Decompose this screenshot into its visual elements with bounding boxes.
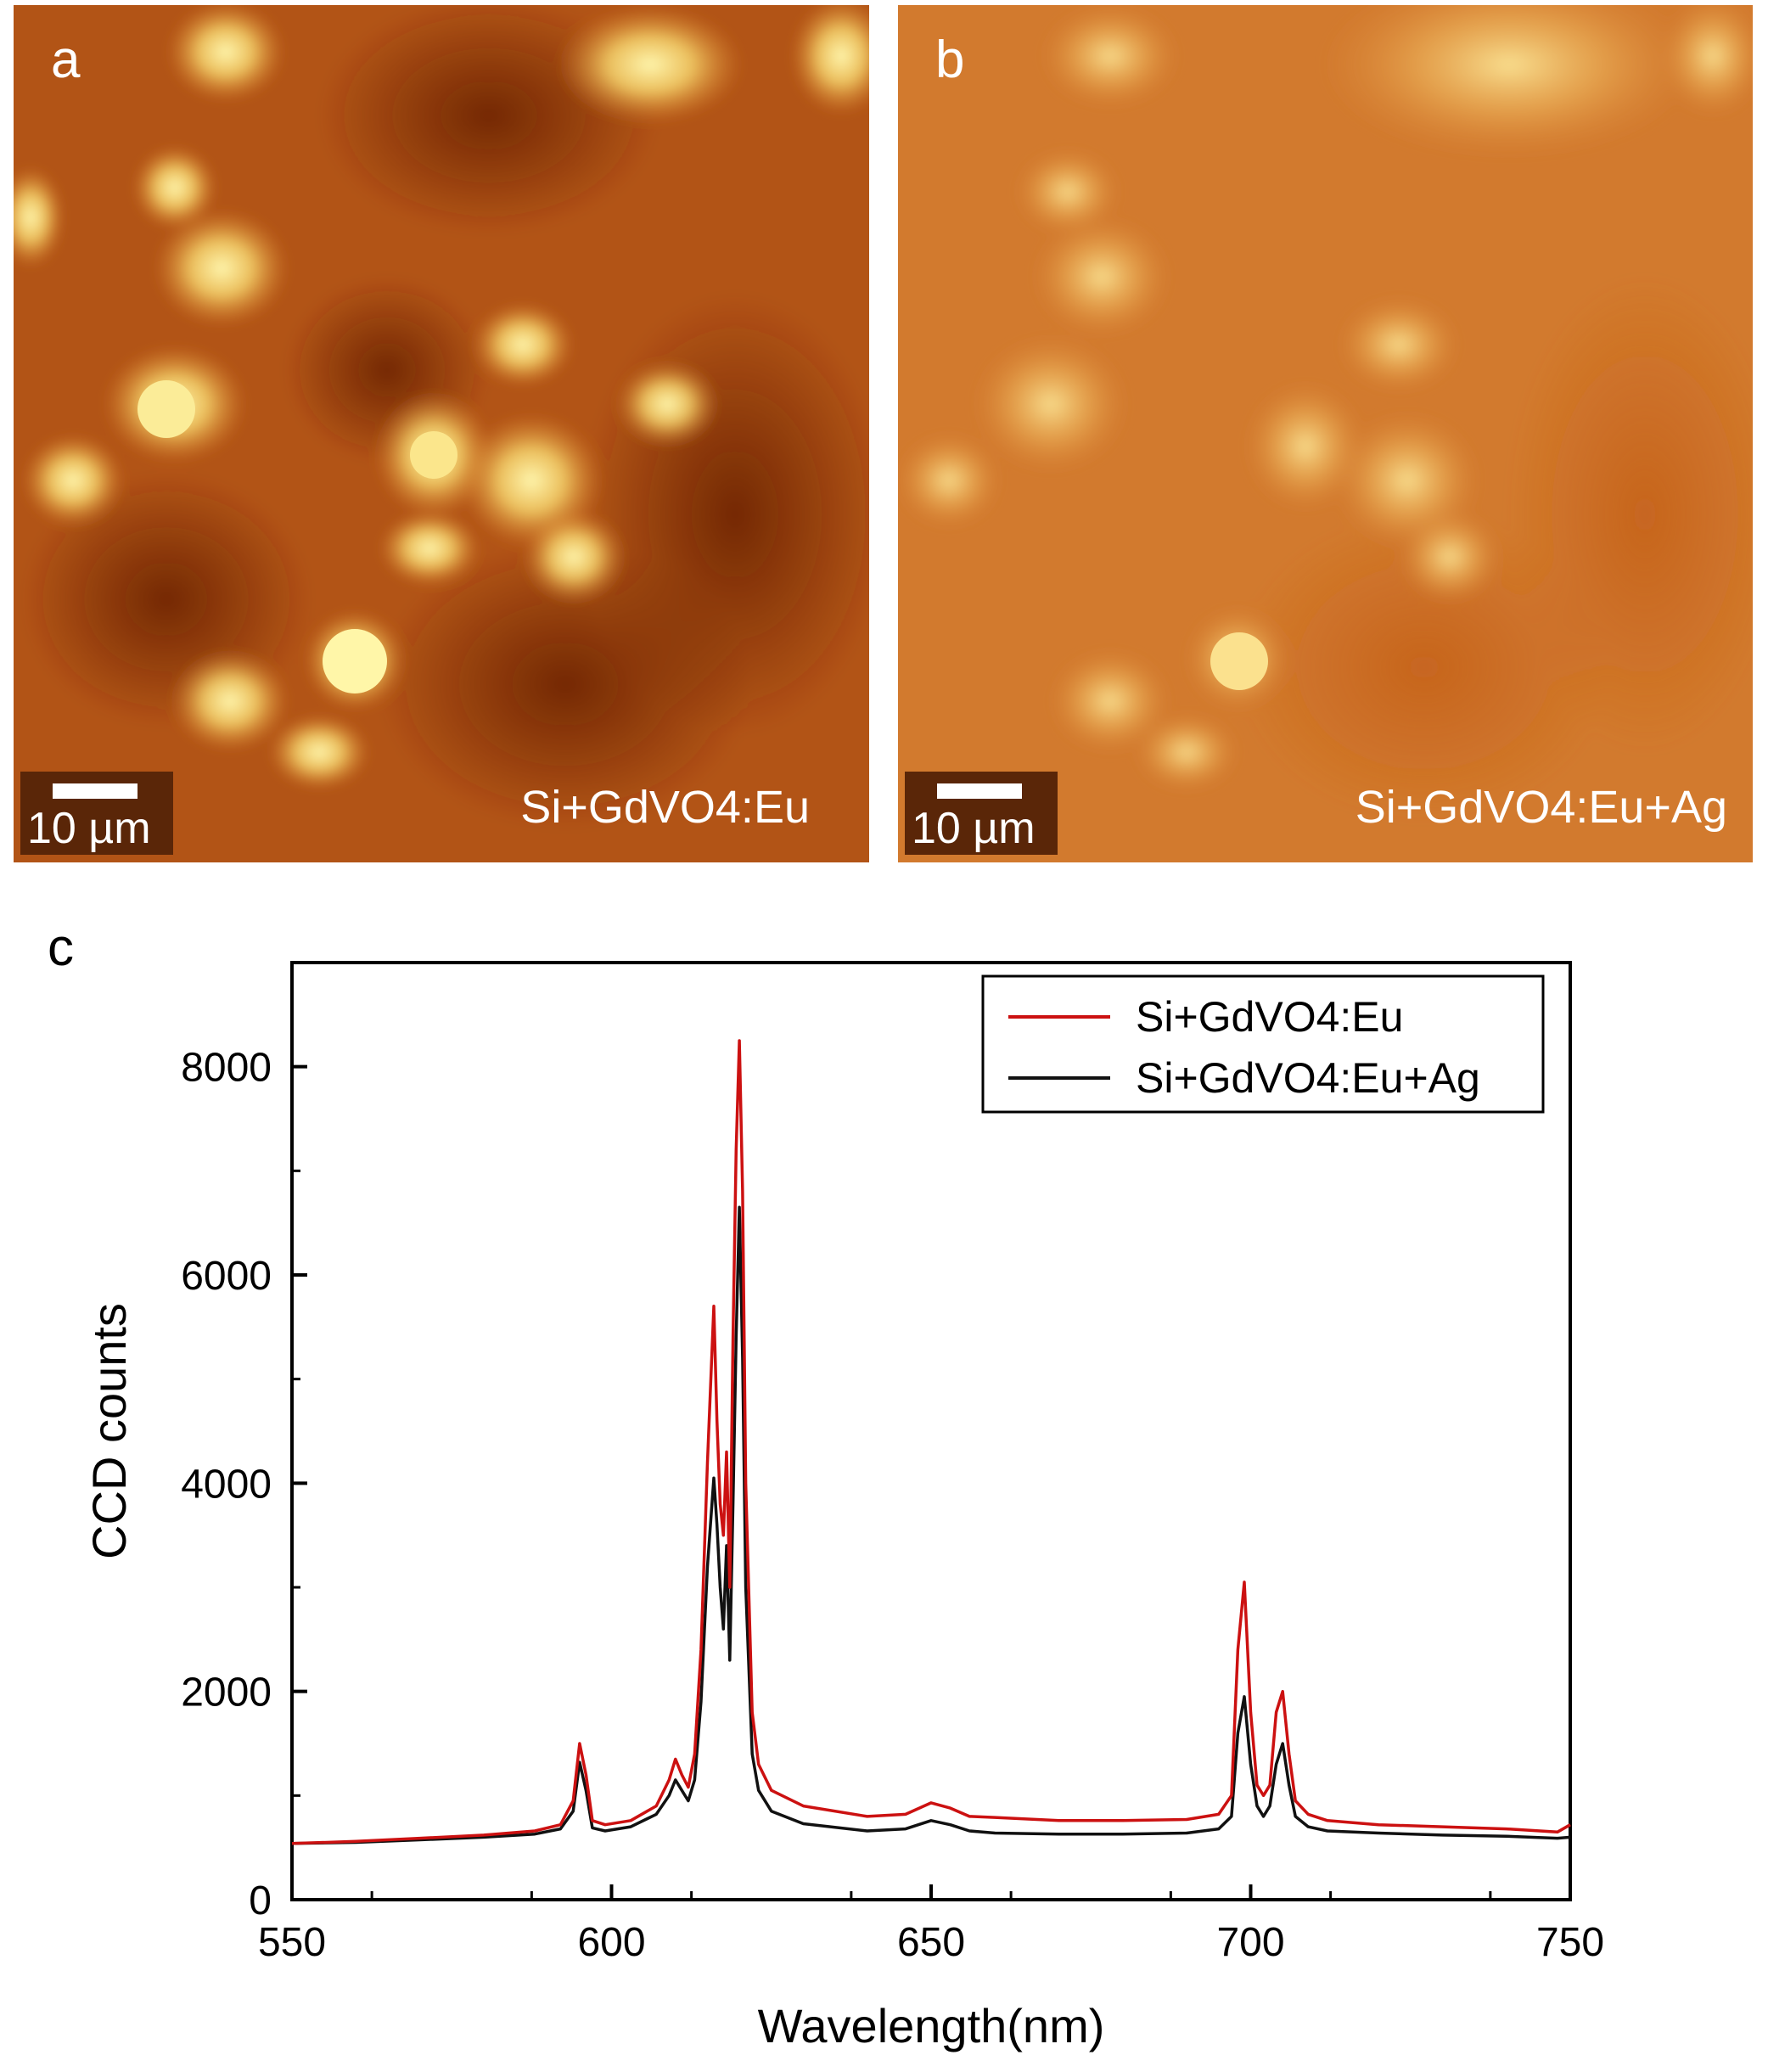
scale-bar-label-b: 10 µm xyxy=(912,804,1036,853)
y-tick-label-8000: 8000 xyxy=(181,1046,272,1091)
scale-bar-line-b xyxy=(937,783,1022,799)
legend-label-eu-ag: Si+GdVO4:Eu+Ag xyxy=(1136,1054,1480,1102)
panel-letter-a: a xyxy=(51,31,81,89)
scale-bar-line-a xyxy=(53,783,138,799)
luminescence-map-a xyxy=(14,5,869,862)
series-layer xyxy=(291,1039,1571,1845)
y-tick-label-2000: 2000 xyxy=(181,1671,272,1715)
micrograph-panel-a: a 10 µm Si+GdVO4:Eu xyxy=(14,5,869,862)
y-tick-label-0: 0 xyxy=(249,1878,272,1923)
sample-label-a: Si+GdVO4:Eu xyxy=(520,782,810,833)
series-line-0 xyxy=(291,1039,1571,1845)
spectrum-chart: 550 600 650 700 750 0 2000 4000 6000 8000 Wavelen… xyxy=(82,961,1604,2052)
x-tick-label-700: 700 xyxy=(1216,1920,1284,1965)
y-tick-label-4000: 4000 xyxy=(181,1462,272,1507)
y-tick-label-6000: 6000 xyxy=(181,1254,272,1299)
legend-label-eu: Si+GdVO4:Eu xyxy=(1136,993,1403,1041)
luminescence-map-b xyxy=(898,5,1753,862)
x-tick-label-750: 750 xyxy=(1536,1920,1604,1965)
legend: Si+GdVO4:Eu Si+GdVO4:Eu+Ag xyxy=(981,974,1545,1114)
x-tick-label-550: 550 xyxy=(258,1920,326,1965)
sample-label-b: Si+GdVO4:Eu+Ag xyxy=(1355,782,1727,833)
series-line-1 xyxy=(291,1205,1571,1845)
bright-particle-b xyxy=(1210,632,1268,690)
y-axis-label: CCD counts xyxy=(82,1303,136,1559)
x-axis-label: Wavelength(nm) xyxy=(758,1999,1105,2052)
micrograph-panel-b: b 10 µm Si+GdVO4:Eu+Ag xyxy=(898,5,1753,862)
bright-particle-a xyxy=(323,629,387,693)
x-tick-label-600: 600 xyxy=(577,1920,645,1965)
scale-bar-b: 10 µm xyxy=(905,772,1058,855)
scale-bar-label-a: 10 µm xyxy=(27,804,151,853)
scale-bar-a: 10 µm xyxy=(20,772,173,855)
panel-letter-c: c xyxy=(48,918,74,977)
panel-letter-b: b xyxy=(935,31,965,89)
x-tick-label-650: 650 xyxy=(897,1920,965,1965)
legend-box xyxy=(981,974,1545,1114)
axis-ticks: 550 600 650 700 750 0 2000 4000 6000 8000 xyxy=(181,1046,1604,1965)
